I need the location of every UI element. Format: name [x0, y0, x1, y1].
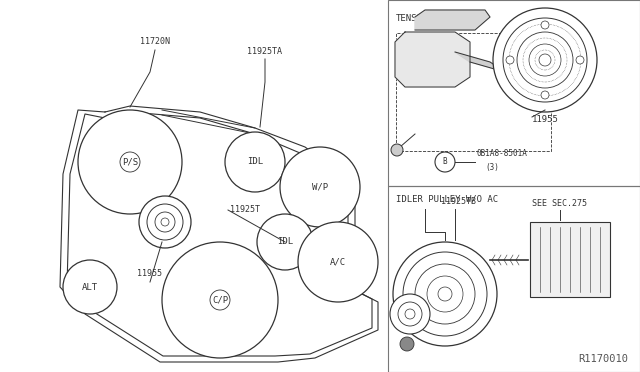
- Circle shape: [257, 214, 313, 270]
- Circle shape: [78, 110, 182, 214]
- Text: R1170010: R1170010: [578, 354, 628, 364]
- Polygon shape: [395, 32, 470, 87]
- Circle shape: [576, 56, 584, 64]
- Circle shape: [63, 260, 117, 314]
- Text: IDL: IDL: [277, 237, 293, 247]
- Text: (3): (3): [485, 163, 499, 172]
- Text: 11955: 11955: [532, 115, 559, 124]
- Text: 11955: 11955: [138, 269, 163, 279]
- Text: C/P: C/P: [212, 295, 228, 305]
- Text: 11925T: 11925T: [230, 205, 260, 215]
- Circle shape: [393, 242, 497, 346]
- Text: IDLER PULLEY W/O AC: IDLER PULLEY W/O AC: [396, 194, 498, 203]
- Text: 11925TB: 11925TB: [440, 197, 476, 206]
- Bar: [396, 33, 551, 151]
- Circle shape: [390, 294, 430, 334]
- Text: IDL: IDL: [247, 157, 263, 167]
- Circle shape: [139, 196, 191, 248]
- Circle shape: [298, 222, 378, 302]
- Bar: [388, 186, 640, 372]
- Circle shape: [506, 56, 514, 64]
- Circle shape: [391, 144, 403, 156]
- Text: ALT: ALT: [82, 282, 98, 292]
- Polygon shape: [415, 10, 490, 30]
- Text: 11720N: 11720N: [140, 38, 170, 46]
- Text: P/S: P/S: [122, 157, 138, 167]
- Bar: [388, 0, 640, 186]
- Circle shape: [225, 132, 285, 192]
- Circle shape: [162, 242, 278, 358]
- Circle shape: [400, 337, 414, 351]
- Circle shape: [493, 8, 597, 112]
- Text: B: B: [443, 157, 447, 167]
- Text: TENSIONER: TENSIONER: [396, 14, 444, 23]
- Text: SEE SEC.275: SEE SEC.275: [532, 199, 588, 208]
- Text: A/C: A/C: [330, 257, 346, 266]
- Circle shape: [541, 91, 549, 99]
- Text: 0B1A8-8501A: 0B1A8-8501A: [477, 149, 528, 158]
- Circle shape: [280, 147, 360, 227]
- Text: W/P: W/P: [312, 183, 328, 192]
- Circle shape: [541, 21, 549, 29]
- Polygon shape: [455, 52, 505, 72]
- Text: 11925TA: 11925TA: [248, 48, 282, 57]
- Bar: [530, 222, 610, 297]
